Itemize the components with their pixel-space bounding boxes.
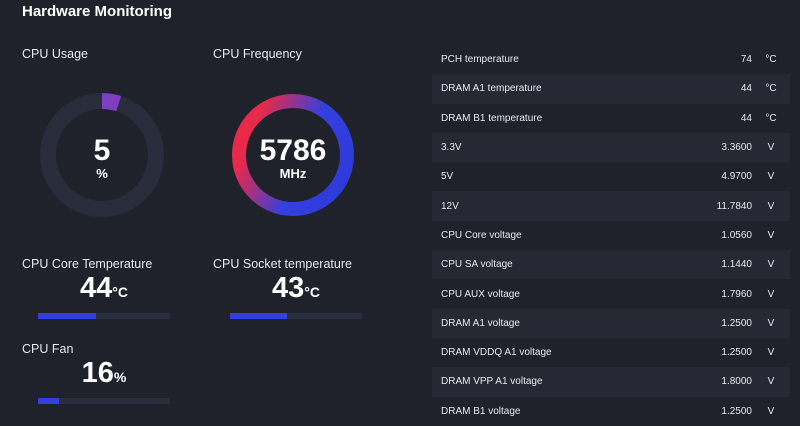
cpu-frequency-readout: 5786 MHz [228, 134, 358, 182]
cpu-fan-bar-fill [38, 398, 60, 404]
sensor-value: 44 [740, 83, 752, 95]
sensor-name: 12V [441, 200, 459, 212]
sensor-unit: V [767, 347, 775, 359]
sensor-unit: V [767, 171, 775, 183]
sensor-value: 3.3600 [721, 142, 752, 154]
cpu-frequency-ring [232, 94, 354, 216]
cpu-socket-temp-bar-fill [230, 313, 287, 319]
sensor-value: 1.0560 [721, 229, 752, 241]
cpu-fan-readout: 16% [38, 357, 170, 390]
cpu-core-temp-label: CPU Core Temperature [22, 257, 153, 271]
sensor-row: 5V 4.9700 V [432, 162, 790, 191]
sensor-unit: V [767, 200, 775, 212]
cpu-usage-gauge [40, 93, 164, 217]
cpu-frequency-unit: MHz [279, 166, 307, 181]
sensor-value: 1.2500 [721, 347, 752, 359]
sensor-value: 1.1440 [721, 259, 752, 271]
cpu-fan-value: 16 [81, 357, 114, 389]
page-title: Hardware Monitoring [22, 3, 173, 20]
cpu-frequency-label: CPU Frequency [213, 47, 302, 61]
sensor-unit: V [767, 317, 775, 329]
sensor-row: DRAM VDDQ A1 voltage 1.2500 V [432, 338, 790, 367]
cpu-fan-unit: % [113, 369, 127, 385]
sensor-name: CPU SA voltage [441, 259, 513, 271]
cpu-socket-temp-readout: 43°C [230, 272, 362, 305]
cpu-core-temp-unit: °C [112, 284, 128, 300]
sensor-unit: °C [765, 112, 777, 124]
sensor-row: DRAM B1 voltage 1.2500 V [432, 397, 790, 426]
sensor-name: DRAM A1 temperature [441, 83, 542, 95]
sensor-unit: V [767, 229, 775, 241]
cpu-usage-arc [40, 93, 164, 217]
cpu-fan-bar [38, 398, 170, 404]
sensor-value: 4.9700 [721, 171, 752, 183]
cpu-core-temp-readout: 44°C [38, 272, 170, 305]
sensor-value: 11.7840 [716, 200, 752, 212]
sensor-row: DRAM A1 temperature 44 °C [432, 74, 790, 104]
sensor-unit: V [767, 405, 775, 417]
cpu-usage-value: 5 [93, 134, 111, 167]
sensor-value: 74 [740, 54, 752, 66]
sensor-row: CPU Core voltage 1.0560 V [432, 221, 790, 250]
sensor-row: 3.3V 3.3600 V [432, 132, 790, 163]
cpu-core-temp-bar-fill [38, 313, 97, 319]
sensor-name: 3.3V [441, 142, 462, 154]
cpu-core-temp-value: 44 [80, 272, 113, 304]
sensor-value: 1.2500 [721, 405, 752, 417]
cpu-frequency-gauge [232, 94, 354, 216]
sensor-name: CPU Core voltage [441, 229, 522, 241]
sensor-value: 1.7960 [721, 288, 752, 300]
sensor-name: DRAM B1 voltage [441, 405, 521, 417]
sensor-row: CPU AUX voltage 1.7960 V [432, 279, 790, 308]
sensor-value: 1.8000 [721, 376, 752, 388]
cpu-usage-label: CPU Usage [22, 47, 88, 61]
sensor-name: 5V [441, 171, 454, 183]
sensor-name: PCH temperature [441, 54, 519, 66]
sensor-list[interactable]: PCH temperature 74 °C DRAM A1 temperature 44… [432, 45, 790, 426]
sensor-unit: V [767, 259, 775, 271]
sensor-name: DRAM A1 voltage [441, 317, 520, 329]
cpu-socket-temp-unit: °C [304, 284, 320, 300]
sensor-row: DRAM A1 voltage 1.2500 V [432, 308, 790, 338]
sensor-name: CPU AUX voltage [441, 288, 520, 300]
sensor-row: 12V 11.7840 V [432, 191, 790, 221]
cpu-socket-temp-value: 43 [272, 272, 305, 304]
sensor-name: DRAM VDDQ A1 voltage [441, 347, 552, 359]
sensor-unit: V [767, 142, 775, 154]
sensor-name: DRAM B1 temperature [441, 112, 543, 124]
sensor-unit: °C [765, 54, 777, 66]
sensor-value: 44 [740, 112, 752, 124]
sensor-name: DRAM VPP A1 voltage [441, 376, 543, 388]
cpu-socket-temp-label: CPU Socket temperature [213, 257, 352, 271]
sensor-value: 1.2500 [721, 317, 752, 329]
sensor-row: PCH temperature 74 °C [432, 45, 790, 74]
sensor-unit: V [767, 376, 775, 388]
cpu-frequency-value: 5786 [259, 134, 327, 167]
sensor-row: DRAM B1 temperature 44 °C [432, 104, 790, 133]
cpu-core-temp-bar [38, 313, 170, 319]
sensor-row: DRAM VPP A1 voltage 1.8000 V [432, 367, 790, 397]
cpu-fan-label: CPU Fan [22, 342, 74, 356]
cpu-usage-readout: 5 % [37, 134, 167, 182]
cpu-usage-unit: % [96, 166, 108, 181]
sensor-unit: °C [765, 83, 777, 95]
sensor-unit: V [767, 288, 775, 300]
cpu-socket-temp-bar [230, 313, 362, 319]
sensor-row: CPU SA voltage 1.1440 V [432, 250, 790, 280]
